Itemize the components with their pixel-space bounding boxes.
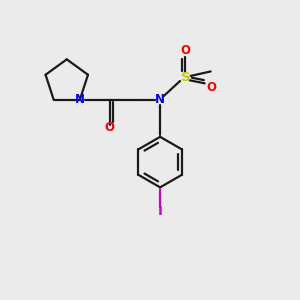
Text: O: O: [206, 81, 217, 94]
Text: S: S: [181, 71, 190, 84]
Text: I: I: [158, 205, 163, 218]
Text: O: O: [105, 121, 115, 134]
Text: N: N: [155, 93, 165, 106]
Text: N: N: [75, 93, 85, 106]
Text: O: O: [180, 44, 190, 57]
